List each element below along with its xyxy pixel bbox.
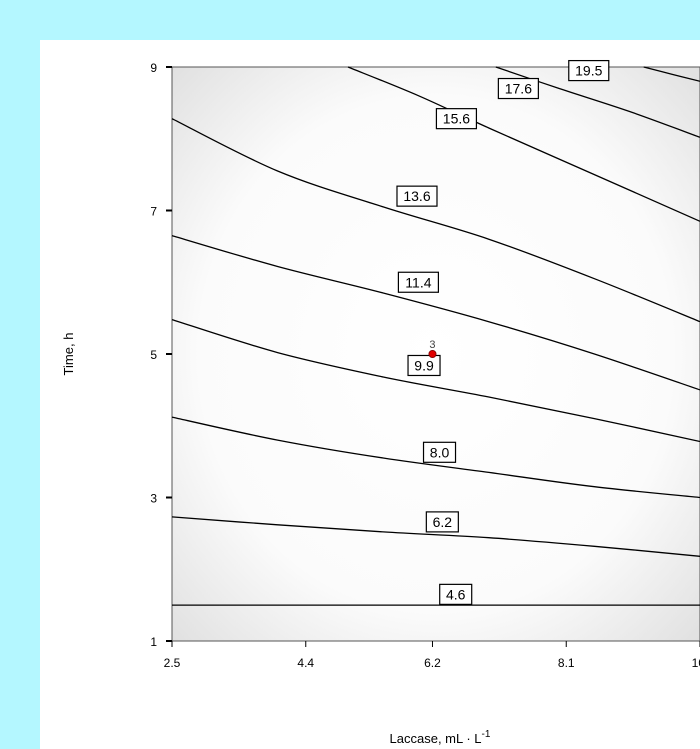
x-tick-label: 10. <box>692 656 700 670</box>
contour-label-box <box>497 77 539 100</box>
contour-label-box <box>422 441 457 463</box>
contour-label-text: 15.6 <box>443 111 470 127</box>
y-axis-title: Time, h <box>61 333 76 376</box>
contour-label-text: 11.4 <box>405 274 431 290</box>
contour-label-text: 4.6 <box>446 586 466 602</box>
contour-line-8.0 <box>171 416 700 499</box>
contour-label-box <box>435 108 478 130</box>
chart-panel: 4.6 6.2 8.0 9.9 11.4 13.6 15.6 17.6 19.5 3 2.5 4.… <box>40 40 700 749</box>
contour-label-text: 9.9 <box>414 357 434 373</box>
y-tick-label: 3 <box>150 492 157 506</box>
contour-label-text: 6.2 <box>433 514 453 530</box>
x-tick-label: 6.2 <box>424 656 441 670</box>
contour-line-13.6 <box>171 118 700 323</box>
contour-label-text: 13.6 <box>403 188 430 204</box>
contour-line-6.2 <box>171 516 700 557</box>
contour-label-box <box>568 59 610 82</box>
contour-label-4.6: 4.6 <box>439 583 473 605</box>
x-tick-label: 4.4 <box>297 656 314 670</box>
contour-label-text: 8.0 <box>430 444 450 460</box>
x-tick-label: 8.1 <box>558 656 575 670</box>
design-point <box>428 349 437 358</box>
contour-label-box <box>439 583 473 605</box>
contour-label-17.6: 17.6 <box>497 77 539 100</box>
contour-label-box <box>396 185 438 207</box>
contour-label-box <box>397 271 439 293</box>
contour-label-box <box>407 354 441 377</box>
x-tick-label: 2.5 <box>164 656 181 670</box>
design-point-label: 3 <box>429 339 435 351</box>
contour-label-text: 17.6 <box>505 81 532 97</box>
contour-label-15.6: 15.6 <box>435 108 478 130</box>
x-axis-title-superscript: -1 <box>482 729 491 740</box>
contour-label-19.5: 19.5 <box>568 59 610 82</box>
contour-label-6.2: 6.2 <box>425 511 459 533</box>
y-tick-label: 7 <box>150 205 157 219</box>
contour-line-19.5 <box>643 66 700 82</box>
contour-line-15.6 <box>347 66 700 222</box>
contour-line-17.6 <box>495 66 700 138</box>
contour-chart: 4.6 6.2 8.0 9.9 11.4 13.6 15.6 17.6 19.5 3 2.5 4.… <box>61 59 700 746</box>
y-tick-label: 1 <box>150 635 157 649</box>
contour-line-9.9 <box>171 318 700 443</box>
x-axis-title: Laccase, mL · L-1 <box>390 729 491 746</box>
contour-label-box <box>425 511 459 533</box>
contour-label-11.4: 11.4 <box>397 271 439 293</box>
contour-label-9.9: 9.9 <box>407 354 441 377</box>
y-tick-label: 9 <box>150 61 157 75</box>
contour-label-8.0: 8.0 <box>422 441 457 463</box>
contour-label-text: 19.5 <box>575 63 602 79</box>
contour-label-13.6: 13.6 <box>396 185 438 207</box>
contour-line-11.4 <box>171 234 700 391</box>
y-tick-label: 5 <box>150 348 157 362</box>
